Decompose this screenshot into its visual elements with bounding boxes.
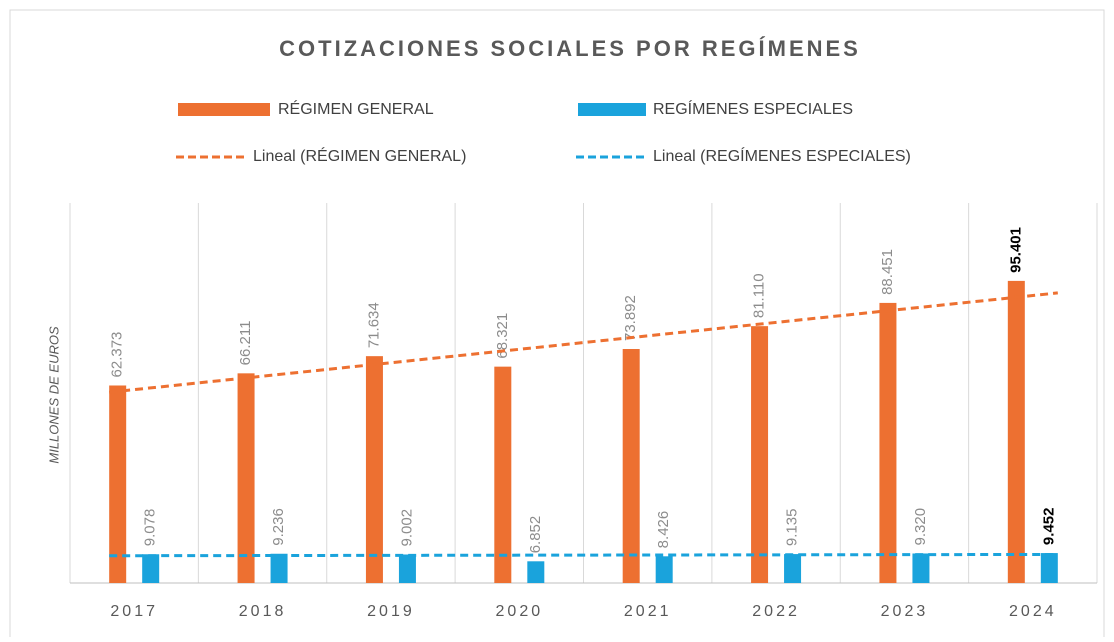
- bar: [365, 356, 383, 583]
- data-label: 9.236: [270, 508, 287, 546]
- data-label: 9.135: [784, 509, 801, 547]
- bar: [912, 553, 930, 583]
- legend-label: Lineal (REGÍMENES ESPECIALES): [653, 146, 911, 165]
- data-label: 62.373: [109, 332, 126, 378]
- data-label: 71.634: [365, 302, 382, 348]
- bar: [270, 553, 288, 583]
- data-label: 81.110: [751, 273, 768, 318]
- data-label: 9.002: [398, 509, 415, 547]
- legend-swatch: [178, 103, 270, 116]
- data-label: 95.401: [1007, 227, 1024, 273]
- data-label: 9.452: [1040, 508, 1057, 546]
- bar: [109, 385, 127, 583]
- x-tick-label: 2018: [239, 603, 287, 620]
- x-tick-label: 2019: [367, 603, 415, 620]
- data-label: 9.320: [912, 508, 929, 546]
- bar: [494, 366, 512, 583]
- bar: [784, 554, 802, 583]
- bar: [751, 326, 769, 583]
- legend-swatch: [578, 103, 646, 116]
- bar: [1040, 553, 1058, 583]
- legend-label: RÉGIMEN GENERAL: [278, 99, 434, 118]
- data-label: 6.852: [527, 516, 544, 554]
- bar: [879, 302, 897, 583]
- x-tick-label: 2023: [881, 603, 929, 620]
- chart-title: COTIZACIONES SOCIALES POR REGÍMENES: [279, 36, 861, 61]
- x-tick-label: 2020: [496, 603, 544, 620]
- bar: [142, 554, 160, 583]
- data-label: 9.078: [142, 509, 159, 547]
- x-tick-label: 2021: [624, 603, 672, 620]
- trendline: [109, 552, 1058, 558]
- data-label: 68.321: [494, 313, 511, 359]
- data-label: 66.211: [237, 321, 254, 366]
- x-tick-label: 2022: [752, 603, 800, 620]
- bar: [622, 349, 640, 583]
- data-label: 73.892: [622, 295, 639, 341]
- bar: [237, 373, 255, 583]
- bar: [398, 554, 416, 583]
- bar: [527, 561, 545, 583]
- legend-label: REGÍMENES ESPECIALES: [653, 99, 853, 118]
- trendline: [109, 291, 1058, 394]
- data-label: 88.451: [879, 249, 896, 295]
- chart-border: [9, 9, 1105, 642]
- y-axis-label: MILLONES DE EUROS: [46, 326, 61, 464]
- bar: [1007, 280, 1025, 583]
- bar: [655, 556, 673, 583]
- data-label: 8.426: [655, 511, 672, 549]
- x-tick-label: 2017: [110, 603, 158, 620]
- x-tick-label: 2024: [1009, 603, 1057, 620]
- legend-label: Lineal (RÉGIMEN GENERAL): [253, 146, 466, 165]
